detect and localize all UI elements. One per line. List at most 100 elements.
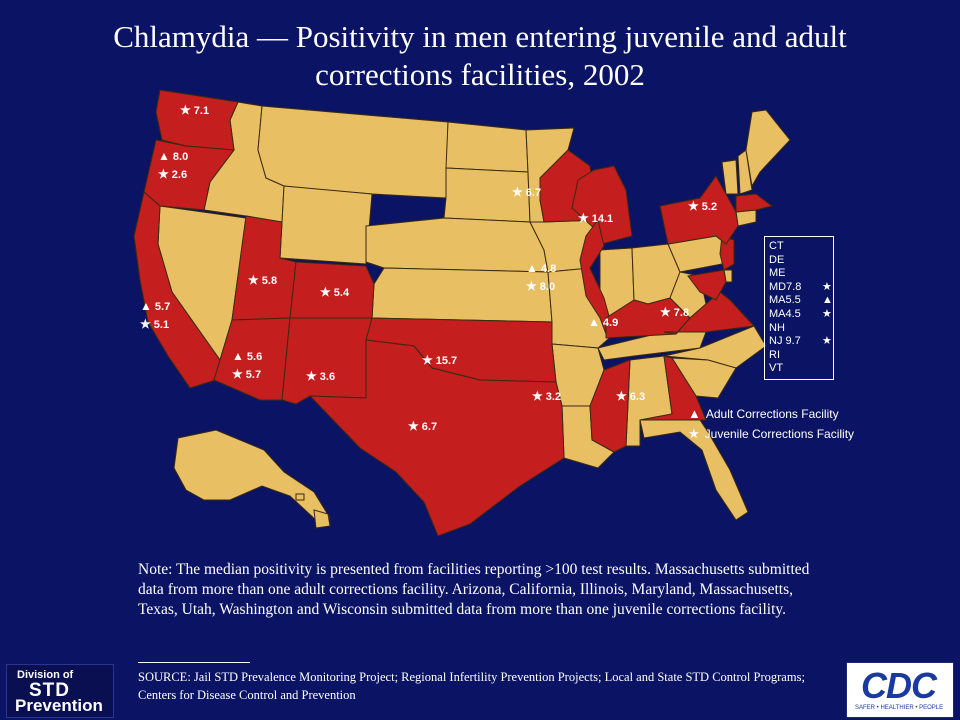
state-value: 4.8 [540, 263, 557, 275]
state-label-mi-juvenile: ★ 14.1 [578, 212, 613, 226]
legend-adult: ▲ Adult Corrections Facility [688, 406, 839, 421]
state-value: 4.9 [602, 317, 619, 329]
state-label-az-juvenile: ★ 5.7 [232, 368, 261, 382]
state-ND [445, 121, 529, 173]
small-state-row-de: DE [769, 254, 784, 266]
small-state-label: MA4.5 [769, 308, 801, 320]
state-HI [313, 509, 331, 529]
state-label-az-adult: ▲ 5.6 [232, 350, 262, 364]
star-icon: ★ [578, 211, 589, 225]
triangle-icon: ▲ [140, 299, 152, 313]
small-state-row-vt: VT [769, 362, 783, 374]
state-label-or-adult: ▲ 8.0 [158, 150, 188, 164]
triangle-icon: ▲ [822, 294, 833, 307]
std-logo-line1: Division of [17, 669, 74, 681]
star-icon: ★ [422, 353, 433, 367]
state-KS [371, 267, 553, 323]
state-AK [173, 429, 331, 523]
small-state-label: ME [769, 267, 786, 280]
state-label-nm-juvenile: ★ 3.6 [306, 370, 335, 384]
small-state-label: MD7.8 [769, 280, 802, 293]
legend-adult-label: Adult Corrections Facility [705, 407, 839, 421]
small-state-label: NH [769, 321, 785, 334]
state-NE [365, 217, 549, 273]
state-CO [289, 261, 375, 319]
star-icon: ★ [512, 185, 523, 199]
star-icon: ★ [408, 419, 419, 433]
note-text: Note: The median positivity is presented… [138, 561, 810, 618]
state-KY [605, 297, 691, 339]
state-value: 3.6 [319, 371, 336, 383]
state-FL [639, 419, 749, 521]
state-label-va-juvenile: ★ 7.8 [660, 306, 689, 320]
state-HI-2 [295, 493, 305, 501]
state-value: 6.7 [525, 187, 542, 199]
star-icon: ★ [320, 285, 331, 299]
star-icon: ★ [180, 103, 191, 117]
state-label-ga-juvenile: ★ 6.3 [616, 390, 645, 404]
state-label-il-juvenile: ★ 8.0 [526, 280, 555, 294]
state-label-or-juvenile: ★ 2.6 [158, 168, 187, 182]
small-state-row-ri: RI [769, 349, 780, 361]
state-label-il-adult: ▲ 4.8 [526, 262, 556, 276]
state-label-ky-adult: ▲ 4.9 [588, 316, 618, 330]
state-NY [659, 175, 739, 245]
state-value: 5.4 [333, 287, 350, 299]
star-icon: ★ [248, 273, 259, 287]
std-logo-line2: STD [29, 680, 70, 701]
state-MS [589, 359, 631, 453]
state-value: 3.2 [545, 391, 562, 403]
state-label-ut-juvenile: ★ 5.8 [248, 274, 277, 288]
small-state-row-ma: MA5.5 ▲ [769, 294, 833, 307]
state-ME [745, 109, 791, 188]
state-label-ca-juvenile: ★ 5.1 [140, 318, 169, 332]
source-text: SOURCE: Jail STD Prevalence Monitoring P… [138, 670, 805, 702]
state-CT [735, 209, 757, 227]
state-value: 5.1 [153, 319, 170, 331]
divider [138, 662, 250, 663]
state-value: 6.3 [629, 391, 646, 403]
small-state-label: NJ 9.7 [769, 335, 801, 348]
small-state-label: RI [769, 348, 780, 361]
small-state-row-md: MD7.8 ★ [769, 280, 832, 293]
state-MA [735, 193, 774, 213]
state-value: 5.7 [154, 301, 171, 313]
triangle-icon: ▲ [232, 349, 244, 363]
state-MT [257, 105, 449, 199]
state-VT [721, 159, 739, 195]
small-state-label: MA5.5 [769, 294, 801, 307]
std-logo-line3: Prevention [15, 696, 103, 715]
cdc-logo-word: CDC [861, 665, 937, 706]
state-value: 14.1 [591, 213, 614, 225]
state-WA [155, 89, 239, 151]
star-icon: ★ [306, 369, 317, 383]
slide-title: Chlamydia — Positivity in men entering j… [113, 19, 847, 92]
state-NJ [719, 235, 735, 271]
state-label-wa-juvenile: ★ 7.1 [180, 104, 209, 118]
small-state-row-ma: MA4.5 ★ [769, 308, 832, 320]
small-state-label: VT [769, 362, 784, 375]
state-value: 15.7 [435, 355, 458, 367]
small-state-row-me: ME [769, 267, 786, 279]
star-icon: ★ [232, 367, 243, 381]
state-value: 5.8 [261, 275, 278, 287]
state-value: 5.2 [701, 201, 718, 213]
state-label-ca-adult: ▲ 5.7 [140, 300, 170, 314]
state-NH [737, 149, 753, 195]
state-MD [687, 269, 727, 301]
state-label-ok-juvenile: ★ 15.7 [422, 354, 457, 368]
state-value: 5.7 [245, 369, 262, 381]
state-value: 5.6 [246, 351, 263, 363]
star-icon: ★ [526, 279, 537, 293]
state-GA [639, 355, 707, 421]
state-label-ms-juvenile: ★ 3.2 [532, 390, 561, 404]
state-value: 7.8 [673, 307, 690, 319]
star-icon: ★ [660, 305, 671, 319]
star-icon: ★ [822, 308, 832, 320]
triangle-icon: ▲ [158, 149, 170, 163]
state-WY [279, 185, 373, 265]
star-icon: ★ [532, 389, 543, 403]
legend-juvenile-label: Juvenile Corrections Facility [704, 427, 855, 441]
triangle-icon: ▲ [688, 406, 701, 421]
